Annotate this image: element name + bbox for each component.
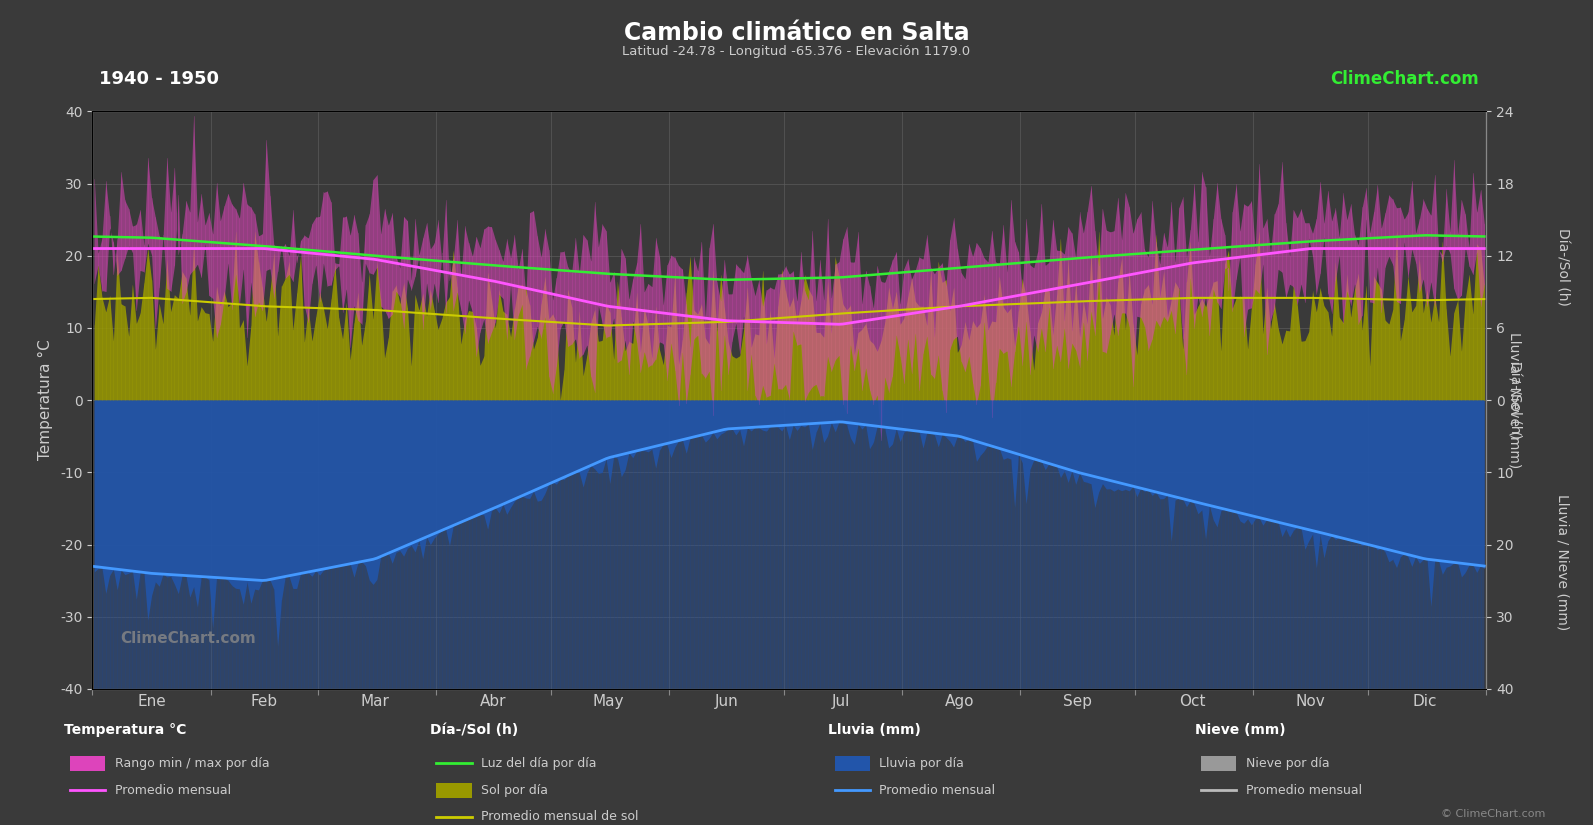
Text: ClimeChart.com: ClimeChart.com: [1330, 70, 1480, 88]
Text: Sol por día: Sol por día: [481, 784, 548, 797]
Text: © ClimeChart.com: © ClimeChart.com: [1440, 808, 1545, 818]
Text: Lluvia / Nieve (mm): Lluvia / Nieve (mm): [1556, 493, 1571, 630]
Text: Nieve por día: Nieve por día: [1246, 757, 1329, 770]
Text: Latitud -24.78 - Longitud -65.376 - Elevación 1179.0: Latitud -24.78 - Longitud -65.376 - Elev…: [623, 45, 970, 58]
Text: Promedio mensual: Promedio mensual: [879, 784, 996, 797]
Y-axis label: Lluvia / Nieve (mm): Lluvia / Nieve (mm): [1507, 332, 1521, 469]
Text: Promedio mensual de sol: Promedio mensual de sol: [481, 810, 639, 823]
Text: Día-/Sol (h): Día-/Sol (h): [1556, 229, 1571, 306]
Text: 1940 - 1950: 1940 - 1950: [99, 70, 220, 88]
Text: Promedio mensual: Promedio mensual: [1246, 784, 1362, 797]
Text: Cambio climático en Salta: Cambio climático en Salta: [624, 21, 969, 45]
Text: Lluvia (mm): Lluvia (mm): [828, 724, 921, 737]
Text: Lluvia por día: Lluvia por día: [879, 757, 964, 770]
Text: ClimeChart.com: ClimeChart.com: [121, 630, 256, 646]
Text: Día-/Sol (h): Día-/Sol (h): [430, 724, 518, 737]
Y-axis label: Día-/Sol (h): Día-/Sol (h): [1507, 361, 1521, 439]
Text: Luz del día por día: Luz del día por día: [481, 757, 597, 770]
Text: Nieve (mm): Nieve (mm): [1195, 724, 1286, 737]
Text: Temperatura °C: Temperatura °C: [64, 724, 186, 737]
Text: Promedio mensual: Promedio mensual: [115, 784, 231, 797]
Text: Rango min / max por día: Rango min / max por día: [115, 757, 269, 770]
Y-axis label: Temperatura °C: Temperatura °C: [38, 340, 53, 460]
